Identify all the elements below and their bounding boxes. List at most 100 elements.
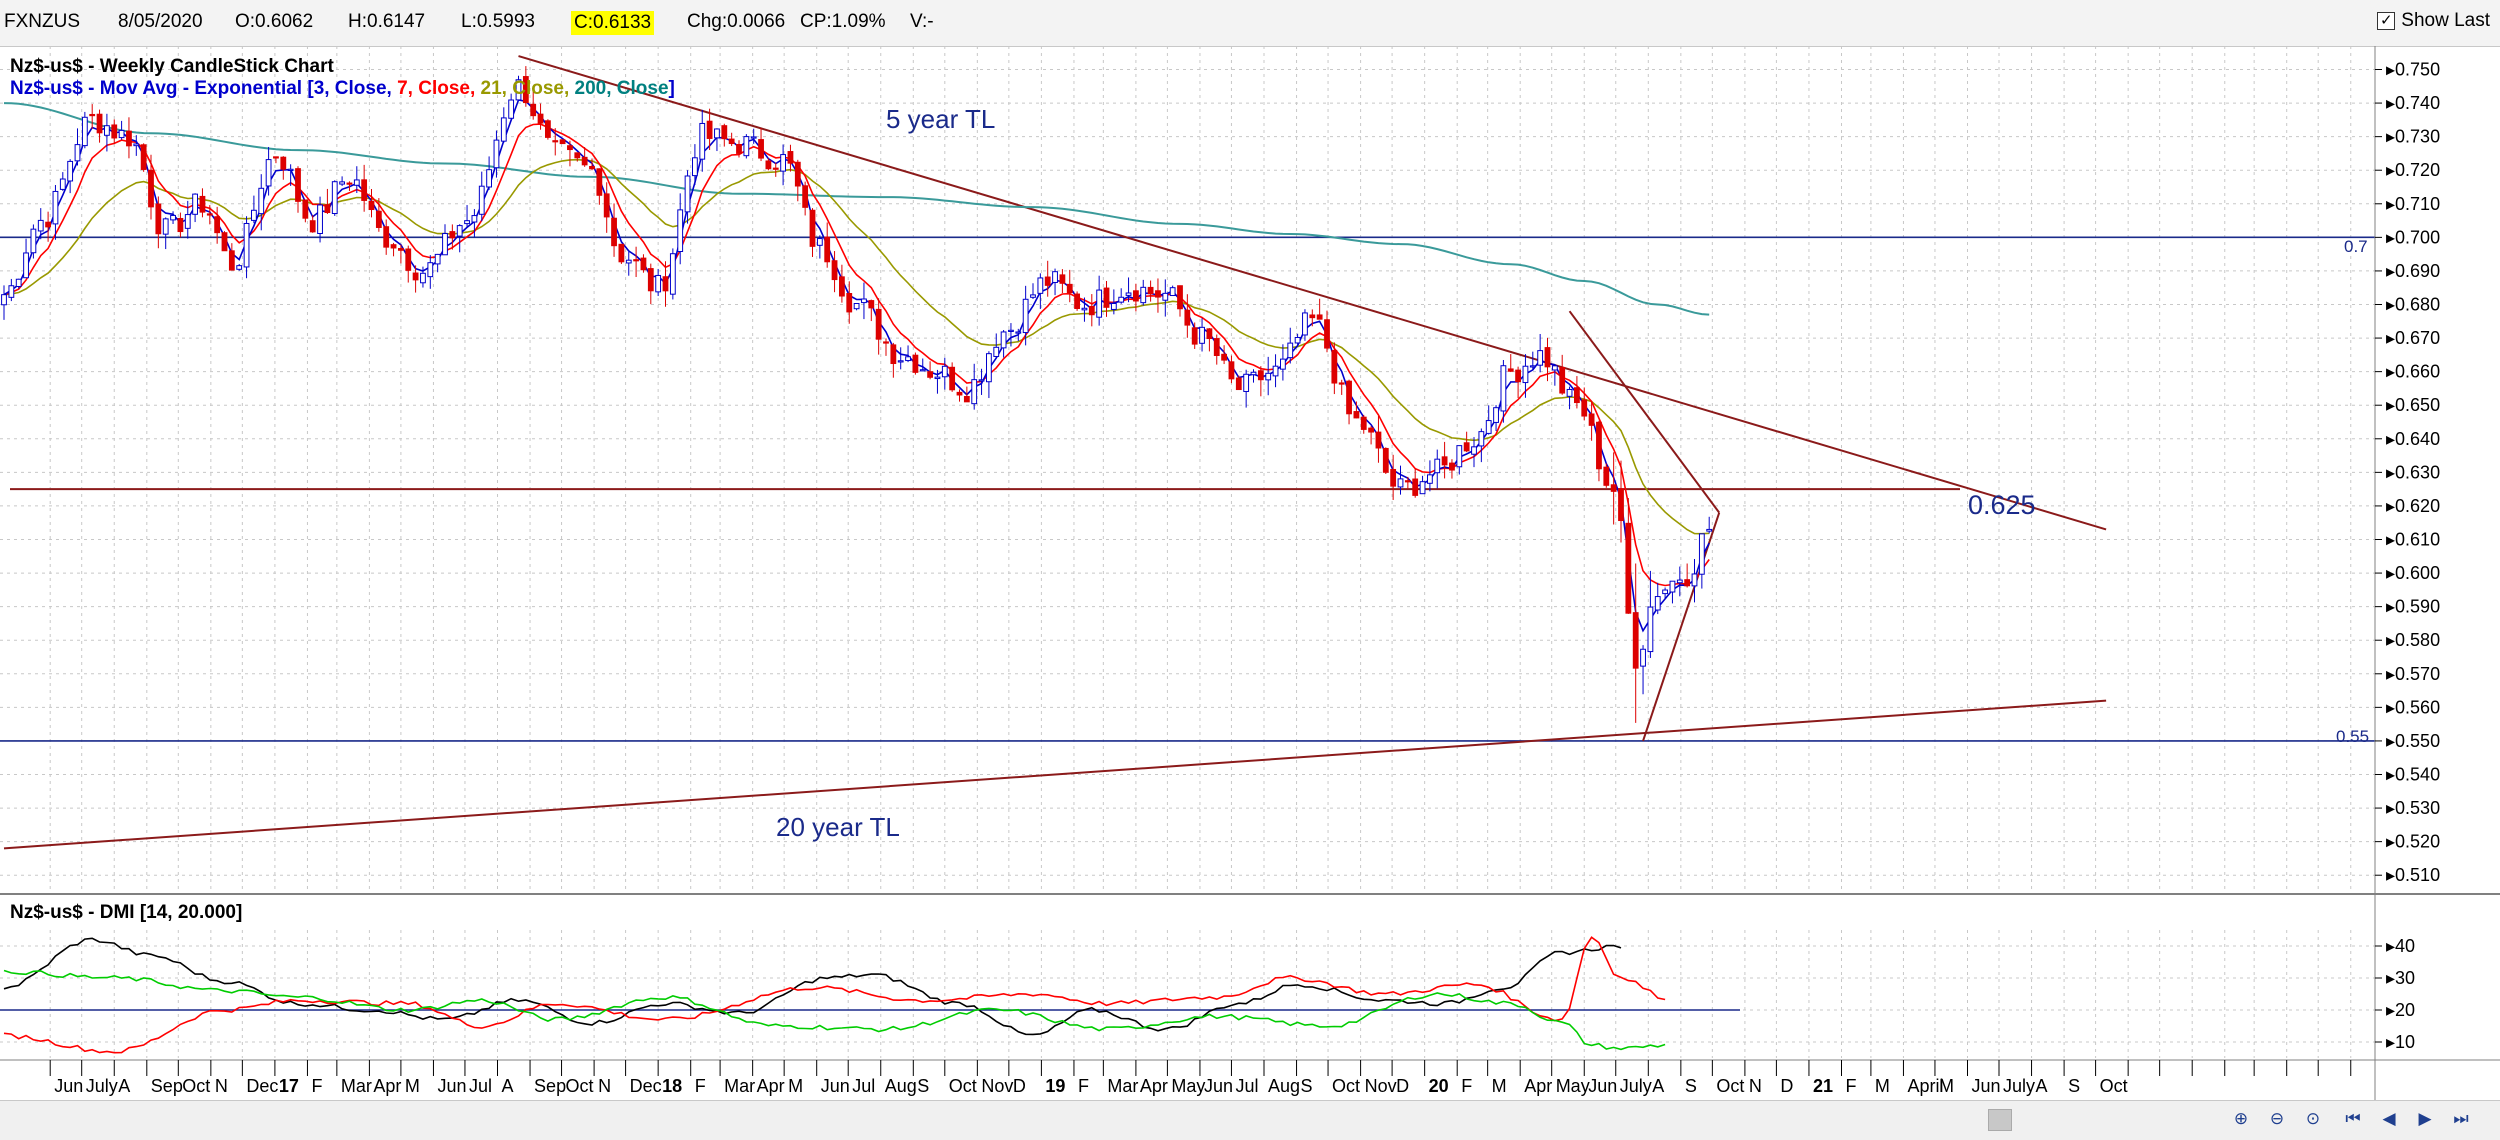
scroll-next-icon[interactable]: ▶ bbox=[2418, 1109, 2432, 1128]
dmi-tick-label: ▸40 bbox=[2386, 936, 2415, 956]
candle-body bbox=[1397, 478, 1404, 488]
candle-body bbox=[809, 209, 816, 247]
quote-header: FXNZUS 8/05/2020 O:0.6062 H:0.6147 L:0.5… bbox=[0, 0, 2500, 47]
candle-body bbox=[581, 156, 588, 166]
show-last-toggle[interactable]: ✓ Show Last bbox=[2377, 10, 2490, 32]
date-tick-label: July bbox=[86, 1076, 118, 1096]
candle-body bbox=[728, 138, 735, 145]
candle-body bbox=[919, 369, 926, 372]
candle-body bbox=[412, 272, 419, 281]
candle-body bbox=[934, 376, 941, 380]
candle-body bbox=[368, 200, 375, 211]
ma-legend-item-21: 21, Close, bbox=[481, 78, 575, 99]
candle-body bbox=[1507, 368, 1514, 372]
price-tick-label: ▸0.570 bbox=[2386, 664, 2440, 684]
candle-body bbox=[1706, 528, 1713, 532]
candle-body bbox=[1059, 274, 1066, 284]
candle-body bbox=[611, 217, 617, 247]
candle-body bbox=[1478, 431, 1485, 447]
dmi-tick-label: ▸30 bbox=[2386, 968, 2415, 988]
candle-body bbox=[883, 341, 889, 344]
date-tick-label: Oct bbox=[1716, 1076, 1744, 1096]
dmi-series-line bbox=[3, 936, 1666, 1054]
candle-body bbox=[1030, 294, 1036, 298]
candle-body bbox=[897, 360, 904, 363]
scrollbar-thumb[interactable] bbox=[1988, 1109, 2012, 1131]
footer-toolbar: ⊕ ⊖ ⊙ ⏮ ◀ ▶ ⏭ bbox=[0, 1100, 2500, 1140]
candle-body bbox=[442, 233, 448, 256]
zoom-in-icon[interactable]: ⊕ bbox=[2233, 1109, 2249, 1128]
date-tick-label: Jul bbox=[852, 1076, 875, 1096]
show-last-checkbox[interactable]: ✓ bbox=[2377, 12, 2396, 30]
candle-body bbox=[780, 154, 787, 172]
candle-body bbox=[1213, 338, 1220, 357]
candle-body bbox=[1581, 399, 1588, 417]
date-tick-label: N bbox=[598, 1076, 611, 1096]
candle-body bbox=[1632, 612, 1639, 669]
candle-body bbox=[839, 276, 845, 297]
candle-body bbox=[1522, 365, 1529, 384]
candle-body bbox=[772, 167, 779, 170]
date-tick-label: Jul bbox=[1235, 1076, 1258, 1096]
candle-body bbox=[287, 168, 294, 171]
date-tick-label: D bbox=[1780, 1076, 1793, 1096]
candle-body bbox=[677, 209, 684, 253]
ma-legend-item-200: 200, Close bbox=[575, 78, 669, 99]
candle-body bbox=[706, 120, 713, 139]
date-tick-label: D bbox=[1013, 1076, 1026, 1096]
candle-body bbox=[1228, 361, 1235, 380]
candle-body bbox=[1698, 533, 1705, 575]
candle-body bbox=[633, 259, 640, 262]
candle-body bbox=[302, 199, 309, 219]
candle-body bbox=[1206, 328, 1213, 340]
scroll-first-icon[interactable]: ⏮ bbox=[2345, 1109, 2361, 1128]
date-tick-label: F bbox=[695, 1076, 706, 1096]
trend-line bbox=[518, 55, 2107, 531]
dmi-tick-label: ▸20 bbox=[2386, 1000, 2415, 1020]
candle-body bbox=[464, 220, 470, 225]
price-axis: ▸0.510 ▸0.520 ▸0.530 ▸0.540 ▸0.550 ▸0.560 ▸0.5… bbox=[2375, 60, 2440, 885]
triangle-line bbox=[1568, 310, 1721, 514]
candle-body bbox=[1000, 331, 1007, 349]
date-tick-label: F bbox=[1461, 1076, 1472, 1096]
candle-body bbox=[816, 238, 823, 246]
date-tick-label: A bbox=[502, 1076, 514, 1096]
candle-body bbox=[1382, 447, 1389, 473]
date-tick-label: Sep bbox=[151, 1076, 183, 1096]
candle-body bbox=[625, 259, 632, 264]
candle-body bbox=[420, 272, 426, 284]
date-tick-label: 18 bbox=[662, 1076, 682, 1096]
five-year-tl-label: 5 year TL bbox=[886, 104, 995, 134]
twenty-year-tl-label: 20 year TL bbox=[776, 812, 900, 842]
candle-body bbox=[1008, 329, 1014, 332]
date-tick-label: Aug bbox=[1268, 1076, 1300, 1096]
price-tick-label: ▸0.540 bbox=[2386, 765, 2440, 785]
candle-body bbox=[155, 203, 162, 235]
candle-body bbox=[111, 124, 118, 139]
candle-body bbox=[1103, 287, 1110, 308]
candle-body bbox=[802, 185, 809, 208]
candle-body bbox=[346, 182, 353, 185]
candle-body bbox=[787, 151, 794, 164]
zoom-out-icon[interactable]: ⊖ bbox=[2269, 1109, 2285, 1128]
candle-body bbox=[721, 125, 728, 140]
candle-body bbox=[743, 136, 750, 157]
zoom-reset-icon[interactable]: ⊙ bbox=[2305, 1109, 2321, 1128]
dmi-series-line bbox=[3, 937, 1622, 1036]
candle-body bbox=[1324, 319, 1330, 349]
scroll-last-icon[interactable]: ⏭ bbox=[2453, 1109, 2469, 1128]
date-tick-label: N bbox=[1749, 1076, 1762, 1096]
candle-body bbox=[758, 139, 764, 159]
candle-body bbox=[1191, 327, 1198, 345]
candle-body bbox=[243, 222, 250, 268]
candle-body bbox=[206, 213, 213, 216]
candle-body bbox=[89, 113, 96, 117]
candle-body bbox=[824, 236, 831, 263]
candle-body bbox=[1331, 349, 1338, 384]
ma-legend-prefix: Nz$-us$ - Mov Avg - Exponential [ bbox=[10, 78, 314, 99]
candle-body bbox=[1434, 458, 1441, 474]
candle-body bbox=[1559, 367, 1566, 394]
scroll-prev-icon[interactable]: ◀ bbox=[2382, 1109, 2396, 1128]
date-tick-label: F bbox=[311, 1076, 322, 1096]
